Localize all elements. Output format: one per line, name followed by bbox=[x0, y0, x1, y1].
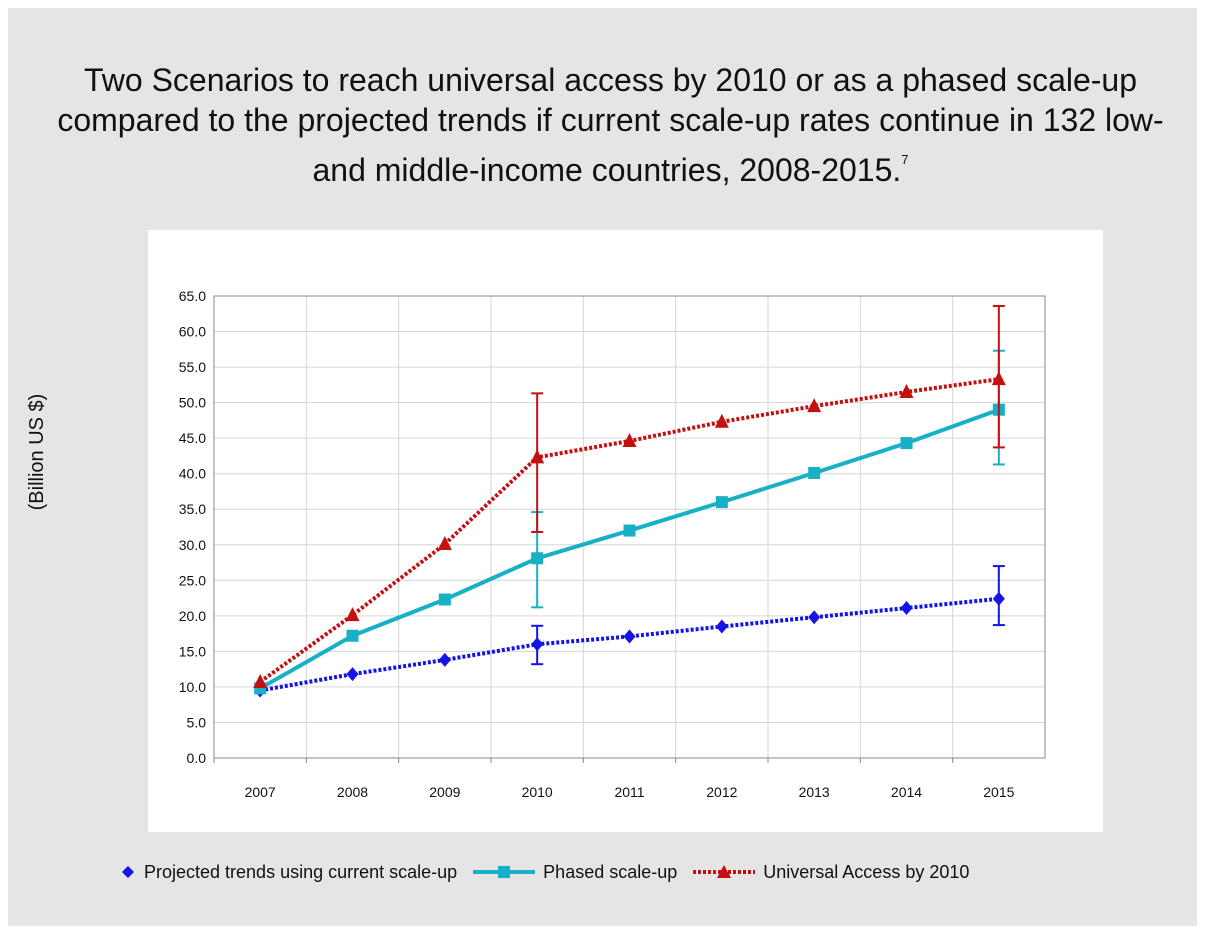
data-point-triangle bbox=[807, 398, 822, 413]
footnote-marker: 7 bbox=[901, 152, 909, 167]
legend-triangle-dotted-line-icon bbox=[693, 865, 756, 878]
chart-legend: Projected trends using current scale-up … bbox=[118, 860, 983, 884]
data-point-triangle bbox=[345, 607, 360, 622]
data-point-triangle bbox=[530, 449, 545, 464]
x-tick-label: 2013 bbox=[799, 784, 830, 800]
data-point-diamond bbox=[992, 591, 1005, 606]
y-tick-label: 35.0 bbox=[179, 501, 206, 517]
y-tick-label: 50.0 bbox=[179, 395, 206, 411]
y-tick-label: 65.0 bbox=[179, 288, 206, 304]
data-point-diamond bbox=[900, 601, 913, 616]
data-point-square bbox=[900, 437, 913, 450]
x-tick-label: 2014 bbox=[891, 784, 922, 800]
series-line-1 bbox=[259, 407, 1000, 691]
data-point-square bbox=[346, 629, 359, 642]
y-tick-label: 25.0 bbox=[179, 572, 206, 588]
data-point-diamond bbox=[438, 652, 451, 667]
legend-item-projected: Projected trends using current scale-up bbox=[118, 862, 457, 883]
legend-label-phased: Phased scale-up bbox=[543, 861, 678, 882]
y-tick-label: 10.0 bbox=[179, 679, 206, 695]
x-tick-label: 2010 bbox=[522, 784, 553, 800]
data-point-triangle bbox=[437, 536, 452, 551]
y-tick-label: 45.0 bbox=[179, 430, 206, 446]
legend-item-phased: Phased scale-up bbox=[471, 862, 677, 883]
y-tick-label: 60.0 bbox=[179, 324, 206, 340]
series-line-0 bbox=[259, 596, 1000, 693]
slide-background: Two Scenarios to reach universal access … bbox=[8, 8, 1197, 926]
data-point-square bbox=[715, 496, 728, 509]
y-tick-label: 5.0 bbox=[187, 714, 207, 730]
data-point-square bbox=[808, 466, 821, 479]
y-tick-label: 0.0 bbox=[187, 750, 207, 766]
data-point-diamond bbox=[346, 667, 359, 682]
data-point-triangle bbox=[991, 371, 1006, 386]
chart-title-text: Two Scenarios to reach universal access … bbox=[57, 62, 1164, 188]
x-tick-label: 2011 bbox=[614, 784, 644, 800]
data-point-diamond bbox=[623, 629, 636, 644]
legend-item-universal: Universal Access by 2010 bbox=[691, 862, 969, 883]
x-tick-label: 2008 bbox=[337, 784, 368, 800]
x-tick-label: 2007 bbox=[245, 784, 276, 800]
data-point-triangle bbox=[714, 413, 729, 428]
data-point-triangle bbox=[253, 673, 268, 688]
x-tick-label: 2012 bbox=[706, 784, 737, 800]
data-point-diamond bbox=[715, 619, 728, 634]
legend-label-universal: Universal Access by 2010 bbox=[763, 861, 970, 882]
y-tick-label: 15.0 bbox=[179, 643, 206, 659]
x-tick-label: 2015 bbox=[983, 784, 1014, 800]
plot-area-border bbox=[213, 295, 1046, 759]
legend-square-line-icon bbox=[473, 866, 536, 878]
data-point-square bbox=[531, 552, 544, 565]
data-point-triangle bbox=[622, 432, 637, 447]
y-axis-title: (Billion US $) bbox=[26, 393, 48, 511]
y-tick-label: 20.0 bbox=[179, 608, 206, 624]
chart-title: Two Scenarios to reach universal access … bbox=[48, 60, 1173, 190]
data-point-triangle bbox=[899, 383, 914, 398]
x-tick-label: 2009 bbox=[429, 784, 460, 800]
data-point-square bbox=[623, 524, 636, 537]
data-point-diamond bbox=[808, 610, 821, 625]
legend-label-projected: Projected trends using current scale-up bbox=[144, 861, 458, 882]
legend-diamond-marker-icon bbox=[122, 866, 134, 878]
y-tick-label: 55.0 bbox=[179, 359, 206, 375]
y-tick-label: 30.0 bbox=[179, 537, 206, 553]
line-chart: 0.0 5.0 10.0 15.0 20.0 25.0 30.0 35.0 40.0 45.0 50… bbox=[179, 288, 1046, 800]
data-point-diamond bbox=[531, 637, 544, 652]
y-tick-label: 40.0 bbox=[179, 466, 206, 482]
data-point-square bbox=[438, 593, 451, 606]
chart-panel: 0.0 5.0 10.0 15.0 20.0 25.0 30.0 35.0 40.0 45.0 50… bbox=[148, 230, 1103, 832]
